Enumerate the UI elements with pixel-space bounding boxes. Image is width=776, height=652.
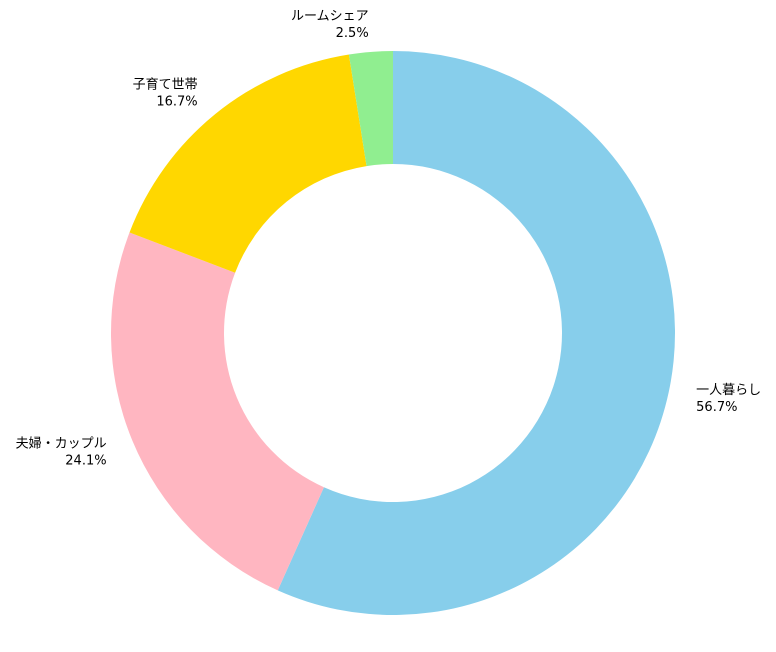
donut-slice — [129, 54, 367, 273]
slice-percent-label: 56.7% — [696, 400, 737, 415]
slice-percent-label: 24.1% — [65, 454, 106, 469]
chart-labels: 一人暮らし 56.7% 夫婦・カップル 24.1% 子育て世帯 16.7% ルームシェア 2.… — [16, 9, 762, 469]
slice-category-label: 一人暮らし — [696, 383, 761, 398]
donut-slice — [277, 51, 676, 615]
slice-percent-label: 16.7% — [156, 94, 197, 109]
donut-slice — [111, 232, 324, 591]
chart-slices — [111, 51, 676, 615]
slice-category-label: ルームシェア — [291, 9, 369, 24]
slice-percent-label: 2.5% — [336, 26, 369, 41]
slice-category-label: 夫婦・カップル — [16, 436, 107, 452]
donut-slice — [348, 51, 393, 167]
slice-label: 夫婦・カップル 24.1% — [16, 436, 107, 469]
slice-category-label: 子育て世帯 — [133, 76, 198, 92]
slice-label: 子育て世帯 16.7% — [133, 76, 198, 109]
slice-label: 一人暮らし 56.7% — [696, 383, 761, 415]
slice-label: ルームシェア 2.5% — [291, 9, 369, 41]
